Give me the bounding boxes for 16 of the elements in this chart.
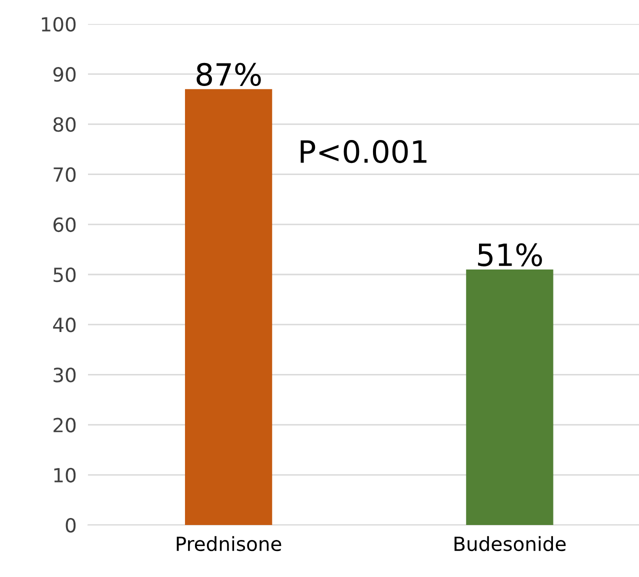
x-tick-label: Prednisone — [176, 536, 282, 552]
y-tick-label: 60 — [54, 217, 76, 232]
data-label: 87% — [196, 62, 261, 86]
y-tick-label: 0 — [66, 518, 76, 533]
annotation: P<0.001 — [300, 140, 426, 164]
y-tick-label: 80 — [53, 117, 76, 132]
x-tick-label: Budesonide — [454, 536, 566, 552]
y-tick-label: 10 — [54, 468, 76, 483]
y-tick-label: 70 — [54, 167, 76, 182]
y-tick-label: 90 — [53, 67, 76, 82]
y-tick-label: 30 — [54, 368, 76, 382]
y-tick-label: 20 — [54, 418, 76, 432]
y-tick-label: 50 — [54, 267, 76, 282]
y-tick-label: 100 — [42, 16, 76, 32]
y-tick-label: 40 — [53, 318, 76, 332]
data-label: 51% — [478, 243, 542, 266]
